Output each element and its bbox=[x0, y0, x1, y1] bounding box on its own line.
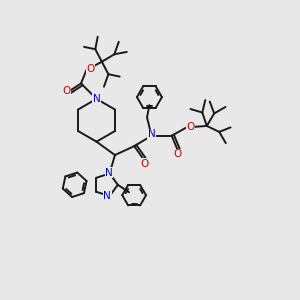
Text: O: O bbox=[141, 159, 149, 169]
Text: N: N bbox=[103, 191, 111, 201]
Text: N: N bbox=[148, 129, 155, 139]
Text: N: N bbox=[105, 168, 113, 178]
Text: O: O bbox=[62, 86, 70, 96]
Text: O: O bbox=[186, 122, 194, 132]
Text: O: O bbox=[173, 149, 182, 160]
Text: N: N bbox=[93, 94, 101, 104]
Text: O: O bbox=[86, 64, 94, 74]
